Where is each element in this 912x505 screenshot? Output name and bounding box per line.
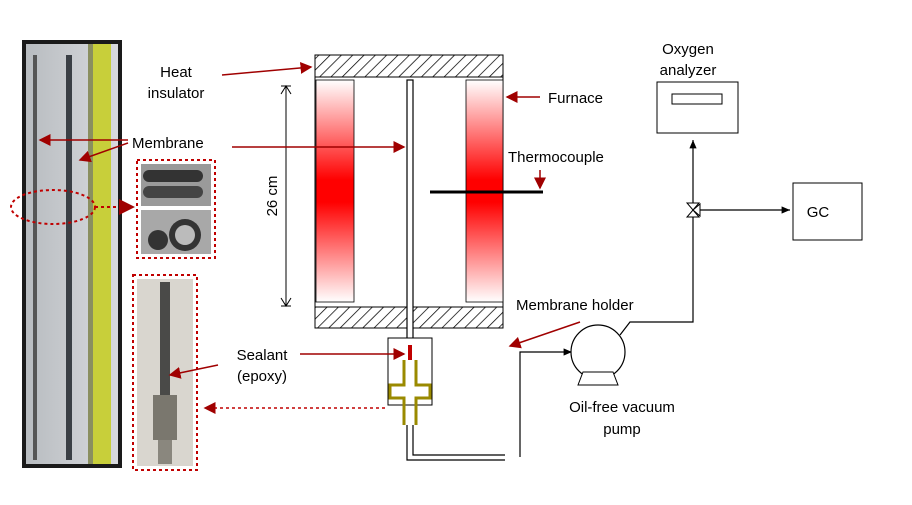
label: 26 cm (264, 176, 281, 217)
label: GC (807, 204, 830, 221)
membrane-tube (406, 79, 414, 366)
vacuum-pump (570, 324, 626, 386)
label: Membrane (132, 135, 204, 152)
label: pump (603, 421, 641, 438)
oxygen-analyzer (656, 81, 739, 134)
holder-photo (132, 274, 198, 471)
gc-box (792, 182, 863, 241)
membrane-holder (387, 337, 433, 425)
label: analyzer (660, 62, 717, 79)
label: insulator (148, 85, 205, 102)
membrane-photo (22, 40, 122, 468)
label: Oxygen (662, 41, 714, 58)
label: (epoxy) (237, 368, 287, 385)
label: Furnace (548, 90, 603, 107)
valve (685, 202, 701, 218)
label: Sealant (237, 347, 289, 364)
label: Heat (160, 64, 193, 81)
callouts (38, 61, 581, 379)
dimension (280, 85, 292, 307)
label: Membrane holder (516, 297, 634, 314)
label: Oil-free vacuum (569, 399, 675, 416)
cross-section-photo (136, 159, 216, 259)
label: Thermocouple (508, 149, 604, 166)
piping (406, 140, 790, 461)
